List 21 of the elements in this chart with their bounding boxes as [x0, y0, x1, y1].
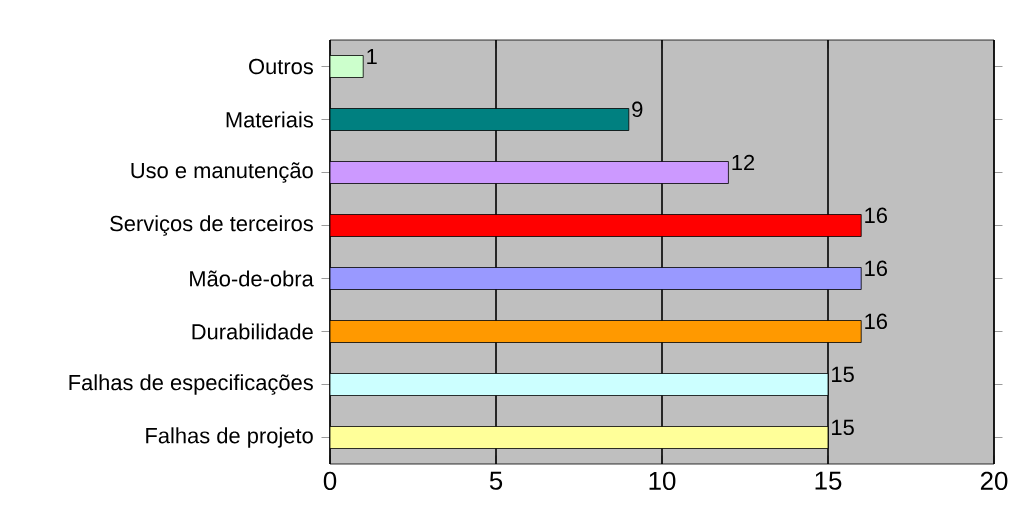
y-tick-label: Serviços de terceiros [110, 215, 313, 236]
y-tick-label: Materiais [226, 111, 313, 128]
data-label: 16 [865, 313, 887, 330]
y-tick-label: Uso e manutenção [131, 162, 313, 183]
x-tick-label: 10 [649, 471, 676, 491]
data-label: 16 [865, 260, 887, 277]
y-tick-label: Falhas de especificações [69, 374, 313, 395]
data-label: 12 [732, 154, 755, 171]
y-tick-label: Falhas de projeto [146, 427, 313, 448]
data-label: 15 [832, 366, 854, 383]
x-tick-label: 15 [815, 471, 842, 490]
x-tick-label: 5 [489, 471, 503, 490]
y-tick-label: Durabilidade [192, 323, 313, 340]
data-label: 15 [832, 419, 854, 436]
x-tick-label: 20 [980, 471, 1008, 491]
x-tick-label: 0 [323, 471, 337, 491]
data-label: 9 [632, 101, 643, 118]
data-label: 16 [865, 207, 887, 224]
y-tick-label: Mão-de-obra [190, 270, 314, 287]
data-label: 1 [367, 49, 377, 65]
y-tick-label: Outros [249, 58, 313, 75]
